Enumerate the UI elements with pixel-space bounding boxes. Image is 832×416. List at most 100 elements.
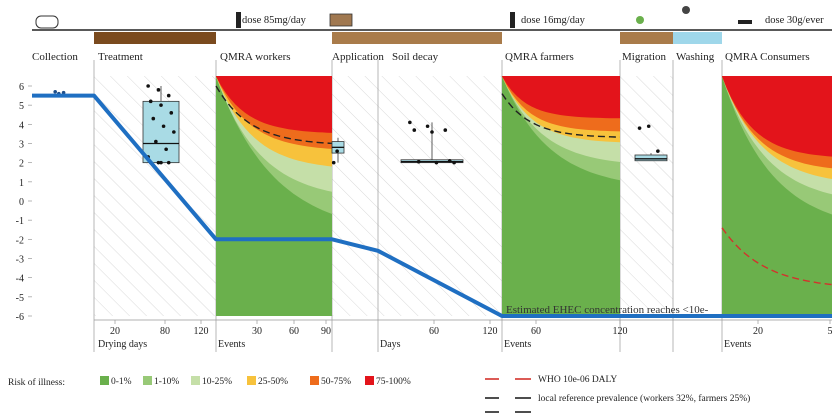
legend-risk-label: 10-25% — [202, 377, 232, 387]
band-treatment — [94, 32, 216, 44]
stage-label-washing: Washing — [676, 51, 715, 63]
box-point-soil_decay — [452, 160, 456, 165]
box-point-migration — [646, 124, 651, 129]
box-point-treatment — [154, 139, 158, 144]
legend-risk-title: Risk of illness: — [8, 377, 65, 388]
box-point-treatment — [159, 160, 163, 165]
legend-swatch-0-1% — [100, 376, 109, 385]
truck-icon — [35, 15, 59, 29]
legend-risk-label: 25-50% — [258, 377, 288, 387]
box-point-soil_decay — [412, 128, 417, 132]
who-daly-line — [721, 227, 832, 286]
worker-icon — [236, 12, 241, 28]
reference-prevalence-farmers — [501, 93, 621, 138]
y-tick-label: 2 — [19, 159, 24, 170]
x-tick-label: 60 — [289, 326, 299, 337]
x-tick-label: 30 — [252, 326, 262, 337]
y-tick-label: 3 — [19, 140, 24, 151]
box-point-application — [331, 160, 336, 165]
x-axis-label-treatment: Drying days — [98, 339, 147, 350]
band-washing — [673, 32, 722, 44]
x-axis-label-qmra_farmers: Events — [504, 339, 531, 350]
y-tick-label: 1 — [19, 178, 24, 189]
x-tick-label: 60 — [429, 326, 439, 337]
stage-label-application: Application — [332, 51, 384, 63]
legend-swatch-1-10% — [143, 376, 152, 385]
x-tick-label: 5 — [828, 326, 832, 337]
box-point-treatment — [159, 103, 163, 107]
x-axis-label-qmra_workers: Events — [218, 339, 245, 350]
stage-label-migration: Migration — [622, 51, 666, 63]
stage-dose-qmra_workers: dose 85mg/day — [242, 15, 307, 26]
x-tick-label: 60 — [531, 326, 541, 337]
y-tick-label: 5 — [19, 101, 24, 112]
annotation-text: Estimated EHEC concentration reaches <10… — [506, 304, 709, 316]
concentration-path — [32, 93, 832, 318]
band-application — [332, 32, 378, 44]
box-point-soil_decay — [408, 120, 412, 125]
band-migration — [620, 32, 673, 44]
tap-icon — [682, 6, 690, 14]
plant-icon — [636, 16, 644, 24]
legend-swatch-25-50% — [247, 376, 256, 385]
legend-risk-label: 75-100% — [376, 377, 411, 387]
stage-label-soil_decay: Soil decay — [392, 51, 439, 63]
stage-dose-qmra_farmers: dose 16mg/day — [521, 15, 586, 26]
spreader-icon — [329, 13, 353, 27]
y-tick-label: 4 — [19, 120, 24, 131]
box-point-treatment — [161, 124, 166, 129]
box-point-treatment — [156, 160, 161, 165]
x-tick-label: 80 — [160, 326, 170, 337]
box-point-treatment — [169, 111, 174, 115]
box-point-soil_decay — [443, 128, 448, 132]
reference-prevalence-workers — [215, 85, 333, 145]
stage-label-qmra_farmers: QMRA farmers — [505, 51, 574, 63]
y-tick-label: -2 — [16, 235, 24, 246]
box-point-treatment — [164, 147, 168, 152]
y-tick-label: -3 — [16, 255, 24, 266]
legend-swatch-50-75% — [310, 376, 319, 385]
box-point-soil_decay — [434, 160, 439, 165]
y-tick-label: -5 — [16, 293, 24, 304]
risk-area-75-100% — [722, 76, 832, 157]
x-tick-label: 120 — [483, 326, 498, 337]
legend-risk-label: 0-1% — [111, 377, 132, 387]
y-tick-label: -1 — [16, 216, 24, 227]
box-point-soil_decay — [416, 159, 421, 164]
x-tick-label: 120 — [194, 326, 209, 337]
box-point-treatment — [156, 88, 161, 92]
legend-risk-label: 1-10% — [154, 377, 179, 387]
box-point-treatment — [166, 160, 171, 165]
hatch-region-migration — [620, 76, 673, 316]
legend-line-label: local reference prevalence (workers 32%,… — [538, 393, 750, 404]
stage-dose-qmra_consumers: dose 30g/ever — [765, 15, 824, 26]
box-point-treatment — [151, 116, 156, 121]
stage-label-qmra_workers: QMRA workers — [220, 51, 291, 63]
box-point-treatment — [172, 130, 176, 134]
x-tick-label: 90 — [321, 326, 331, 337]
box-point-soil_decay — [430, 130, 434, 134]
consumer-icon — [738, 20, 752, 24]
box-point-treatment — [148, 99, 153, 104]
legend-swatch-75-100% — [365, 376, 374, 385]
hatch-region-soil_decay — [378, 76, 502, 316]
risk-area-75-100% — [216, 76, 332, 133]
box-point-soil_decay — [425, 124, 430, 129]
legend-line-label: WHO 10e-06 DALY — [538, 375, 617, 385]
x-tick-label: 120 — [613, 326, 628, 337]
box-point-application — [335, 149, 339, 153]
x-axis-label-soil_decay: Days — [380, 339, 401, 350]
stage-label-collection: Collection — [32, 51, 78, 63]
legend-risk-label: 50-75% — [321, 377, 351, 387]
box-point-treatment — [166, 93, 171, 98]
band-soil-decay — [378, 32, 502, 44]
box-point-migration — [656, 149, 660, 153]
y-tick-label: -6 — [16, 312, 24, 323]
hatch-region-application — [332, 76, 378, 316]
x-tick-label: 20 — [753, 326, 763, 337]
legend-swatch-10-25% — [191, 376, 200, 385]
risk-area-75-100% — [502, 76, 620, 119]
box-point-migration — [637, 126, 642, 130]
box-point-treatment — [146, 84, 150, 88]
